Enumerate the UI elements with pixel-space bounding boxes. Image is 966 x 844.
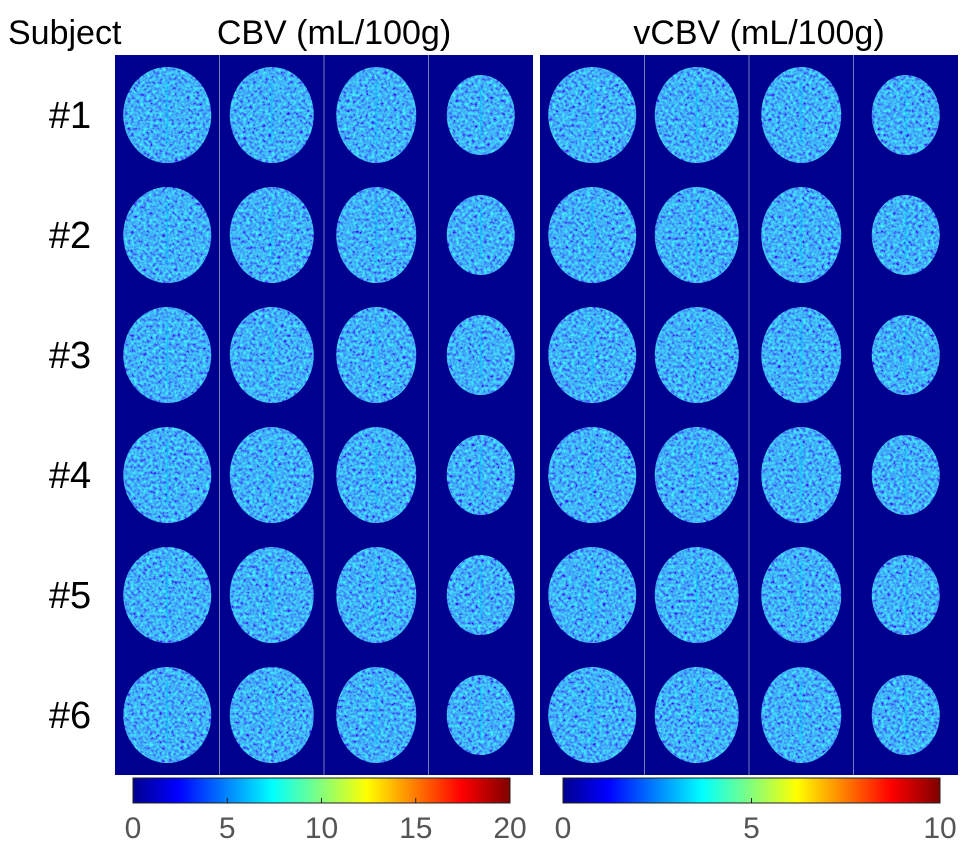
colorbar-tick-label: 10 [923, 812, 956, 844]
colorbar-tick-label: 15 [399, 812, 432, 844]
panel-title: vCBV (mL/100g) [633, 14, 884, 52]
panel-title: CBV (mL/100g) [217, 14, 451, 52]
colorbar-tick-label: 5 [219, 812, 236, 844]
row-label: #1 [49, 95, 91, 137]
row-label: #5 [49, 575, 91, 617]
row-label: #3 [49, 335, 91, 377]
subject-label: Subject [8, 14, 122, 52]
colorbar-tick-label: 10 [305, 812, 338, 844]
colorbar-tick-label: 0 [125, 812, 142, 844]
colorbar-tick-label: 5 [743, 812, 760, 844]
row-label: #6 [49, 695, 91, 737]
row-label: #2 [49, 215, 91, 257]
colorbar-tick-label: 0 [555, 812, 572, 844]
colorbar-tick-label: 20 [493, 812, 526, 844]
row-label: #4 [49, 455, 91, 497]
